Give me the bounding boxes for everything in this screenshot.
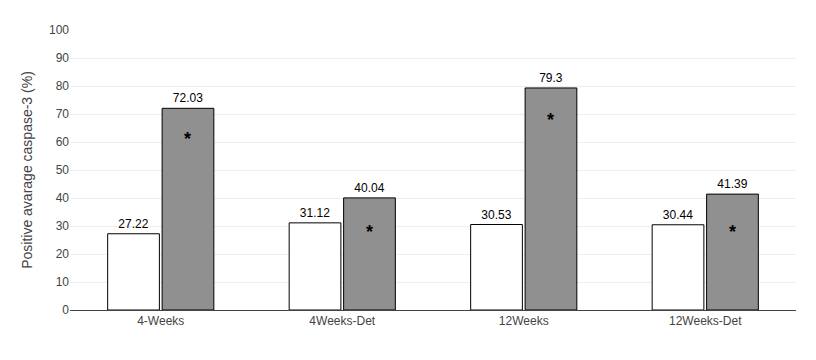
svg-text:0: 0 <box>62 303 69 317</box>
svg-text:100: 100 <box>49 23 69 37</box>
svg-text:27.22: 27.22 <box>118 217 148 231</box>
svg-text:4Weeks-Det: 4Weeks-Det <box>309 314 375 328</box>
svg-text:30.53: 30.53 <box>481 208 511 222</box>
svg-text:Positive avarage caspase-3 (%): Positive avarage caspase-3 (%) <box>19 71 35 269</box>
svg-text:*: * <box>547 110 554 130</box>
svg-text:41.39: 41.39 <box>717 177 747 191</box>
svg-text:20: 20 <box>56 247 70 261</box>
svg-text:40: 40 <box>56 191 70 205</box>
svg-text:*: * <box>366 222 373 242</box>
svg-text:30: 30 <box>56 219 70 233</box>
svg-text:72.03: 72.03 <box>173 91 203 105</box>
svg-text:79.3: 79.3 <box>539 71 563 85</box>
svg-text:40.04: 40.04 <box>354 181 384 195</box>
svg-text:12Weeks: 12Weeks <box>499 314 549 328</box>
svg-text:80: 80 <box>56 79 70 93</box>
svg-text:90: 90 <box>56 51 70 65</box>
svg-text:*: * <box>729 222 736 242</box>
svg-text:4-Weeks: 4-Weeks <box>137 314 184 328</box>
svg-text:60: 60 <box>56 135 70 149</box>
svg-text:31.12: 31.12 <box>300 206 330 220</box>
svg-text:10: 10 <box>56 275 70 289</box>
svg-text:12Weeks-Det: 12Weeks-Det <box>669 314 742 328</box>
svg-text:30.44: 30.44 <box>663 208 693 222</box>
svg-text:50: 50 <box>56 163 70 177</box>
svg-text:70: 70 <box>56 107 70 121</box>
svg-text:*: * <box>184 129 191 149</box>
